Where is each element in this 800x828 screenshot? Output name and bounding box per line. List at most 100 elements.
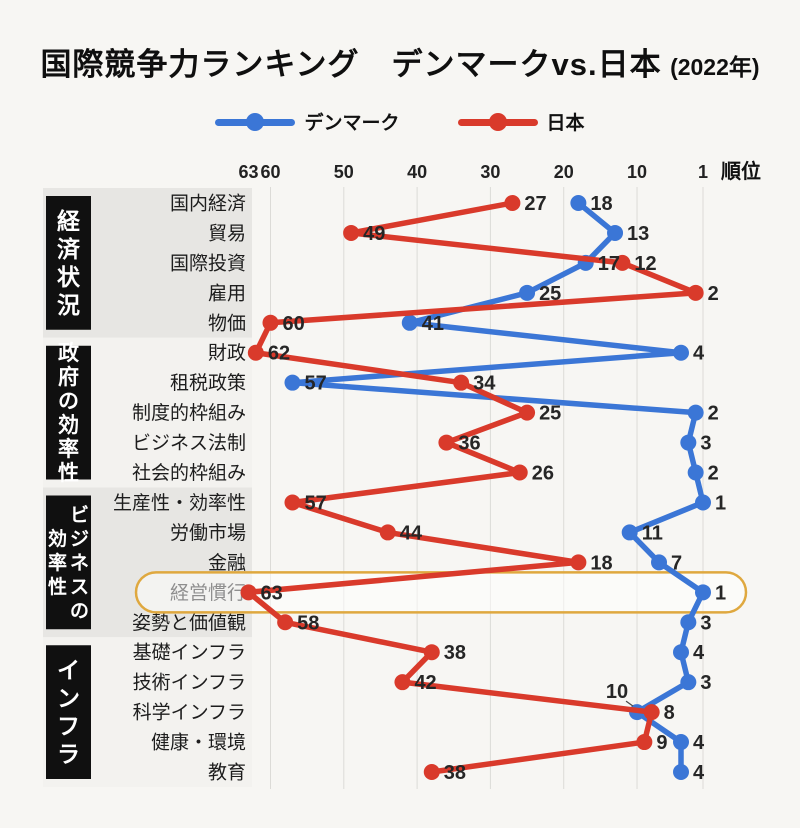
data-point: [519, 404, 536, 421]
value-label: 34: [473, 373, 496, 395]
data-point: [240, 584, 257, 601]
data-point: [284, 494, 301, 511]
category-label: 制度的枠組み: [132, 402, 246, 424]
value-label: 2: [708, 283, 719, 305]
group-label-box: [46, 495, 91, 630]
group-label-char: ジ: [70, 529, 89, 550]
data-point: [673, 344, 690, 361]
data-point: [607, 224, 624, 241]
group-label-char: イ: [57, 657, 80, 683]
data-point: [247, 344, 264, 361]
group-label-char: 率: [48, 551, 67, 574]
group-label-char: ラ: [57, 741, 80, 767]
data-point: [453, 374, 470, 391]
category-label: 租税政策: [170, 372, 246, 394]
group-label-char: 性: [58, 461, 79, 485]
category-label: 雇用: [208, 282, 246, 304]
value-label: 42: [414, 672, 436, 694]
group-label-char: 性: [48, 575, 67, 598]
axis-tick-label: 10: [627, 162, 647, 182]
value-label: 4: [693, 762, 705, 784]
category-label: 姿勢と価値観: [132, 612, 246, 634]
value-label: 1: [715, 582, 726, 604]
series-line: [289, 200, 706, 775]
axis-tick-label: 63: [238, 162, 258, 182]
series-line: [245, 200, 699, 775]
data-point: [277, 614, 294, 631]
value-label: 36: [458, 433, 480, 455]
category-label: 物価: [208, 312, 246, 334]
value-label: 58: [297, 612, 319, 634]
data-point: [423, 764, 440, 780]
value-label: 63: [261, 582, 283, 604]
data-point: [519, 284, 536, 301]
value-label: 38: [444, 762, 466, 784]
value-label: 12: [634, 253, 656, 275]
chart-title: 国際競争力ランキング デンマークvs.日本 (2022年): [0, 42, 800, 94]
value-label: 57: [304, 373, 326, 395]
value-label: 25: [539, 403, 561, 425]
highlight-ring: [134, 571, 748, 614]
data-point: [687, 284, 704, 301]
data-point: [643, 704, 660, 721]
data-point: [695, 494, 711, 511]
axis-unit-label: 順位: [721, 159, 761, 183]
value-label: 17: [598, 253, 620, 275]
axis-tick-label: 20: [554, 162, 574, 182]
japan-series-swatch: [457, 112, 538, 132]
value-label: 62: [268, 343, 290, 365]
value-label: 2: [708, 463, 719, 485]
data-point: [651, 554, 668, 571]
category-label: 社会的枠組み: [132, 462, 246, 484]
value-label: 18: [590, 552, 612, 574]
japan-dot-icon: [488, 112, 507, 131]
group-label-char: 府: [58, 365, 79, 389]
group-label-box: [46, 645, 91, 779]
value-label: 18: [590, 193, 612, 215]
axis-tick-label: 50: [334, 162, 354, 182]
data-point: [680, 434, 697, 451]
value-label-annotated: 10: [606, 681, 628, 703]
data-point: [504, 195, 521, 211]
data-point: [401, 314, 418, 331]
data-point: [695, 584, 711, 601]
group-label-char: ス: [70, 577, 89, 598]
data-point: [284, 374, 301, 391]
data-point: [687, 404, 704, 421]
group-label-char: 効: [58, 413, 79, 437]
value-label: 41: [422, 313, 444, 335]
value-label: 27: [524, 193, 546, 215]
value-label: 25: [539, 283, 561, 305]
group-label-char: 率: [58, 437, 79, 461]
category-label: 科学インフラ: [133, 702, 246, 724]
group-label-char: 状: [57, 264, 81, 290]
denmark-dot-icon: [246, 112, 265, 131]
category-label: ビジネス法制: [132, 432, 246, 454]
category-label: 労働市場: [170, 522, 246, 544]
data-point: [673, 764, 690, 780]
value-label: 13: [627, 223, 649, 245]
group-label-char: 効: [48, 527, 67, 550]
data-point: [343, 224, 360, 241]
category-label: 健康・環境: [151, 732, 246, 754]
data-point: [438, 434, 455, 451]
category-label: 生産性・効率性: [113, 492, 246, 514]
chart-title-year: (2022年): [670, 54, 760, 80]
group-label-char: ン: [57, 685, 80, 711]
axis-tick-label: 40: [407, 162, 427, 182]
category-label: 国内経済: [170, 193, 246, 215]
axis-tick-label: 30: [480, 162, 500, 182]
legend-label-japan: 日本: [546, 113, 585, 134]
group-label-char: 経: [57, 208, 81, 234]
data-point: [379, 524, 396, 541]
group-label-char: の: [58, 390, 79, 413]
value-label: 11: [642, 522, 663, 544]
category-label: 国際投資: [170, 252, 246, 274]
group-label-char: 政: [58, 341, 80, 365]
value-label: 60: [282, 313, 304, 335]
data-point: [680, 614, 697, 631]
group-label-box: [46, 196, 91, 330]
group-label-char: ビ: [70, 504, 89, 526]
legend-item-japan: 日本: [457, 108, 585, 135]
